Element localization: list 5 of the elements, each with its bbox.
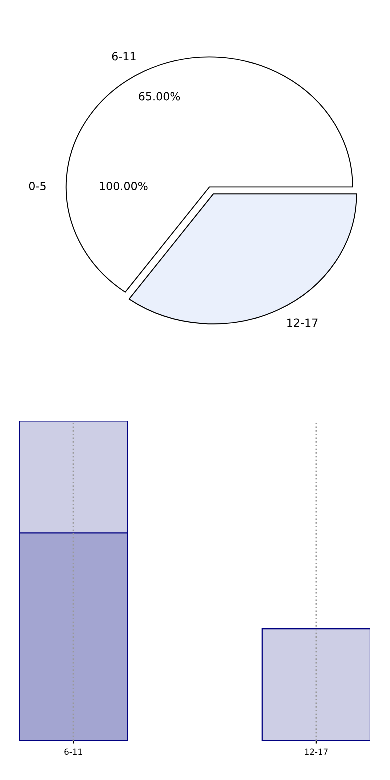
text: 0-5 xyxy=(29,182,46,190)
slice-label: 6-11 xyxy=(112,52,136,61)
slice-label: 12-17 xyxy=(288,318,318,327)
data-label: 65.00% xyxy=(139,92,180,101)
text: 100.00% xyxy=(100,182,148,190)
